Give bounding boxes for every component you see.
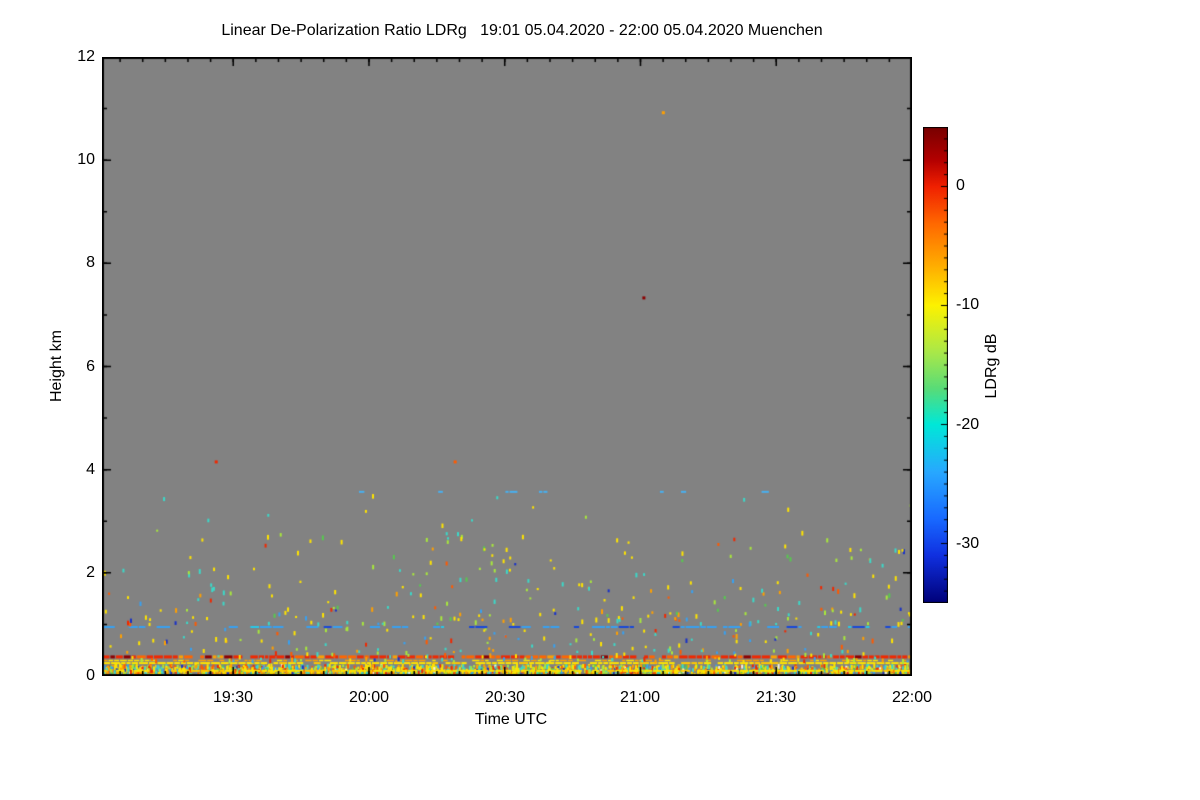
x-tick-2100: 21:00 — [619, 689, 661, 706]
y-tick-8: 8 — [86, 254, 95, 271]
x-axis-label: Time UTC — [474, 711, 548, 728]
x-tick-1930: 19:30 — [212, 689, 254, 706]
y-tick-2: 2 — [86, 564, 95, 581]
y-tick-4: 4 — [86, 461, 95, 478]
time-height-plot-area — [102, 57, 912, 676]
cb-tick-m10: -10 — [956, 296, 980, 313]
cb-tick-m30: -30 — [956, 535, 980, 552]
y-tick-10: 10 — [77, 151, 95, 168]
y-axis-label: Height km — [48, 329, 65, 403]
y-tick-12: 12 — [77, 48, 95, 65]
y-tick-0: 0 — [86, 667, 95, 684]
x-tick-2200: 22:00 — [891, 689, 933, 706]
cb-tick-m20: -20 — [956, 416, 980, 433]
x-tick-2130: 21:30 — [755, 689, 797, 706]
chart-title: Linear De-Polarization Ratio LDRg 19:01 … — [221, 22, 823, 39]
x-tick-2000: 20:00 — [348, 689, 390, 706]
x-tick-2030: 20:30 — [484, 689, 526, 706]
y-tick-6: 6 — [86, 358, 95, 375]
cb-tick-0: 0 — [956, 177, 965, 194]
colorbar-label: LDRg dB — [983, 333, 1000, 399]
colorbar — [923, 127, 948, 603]
